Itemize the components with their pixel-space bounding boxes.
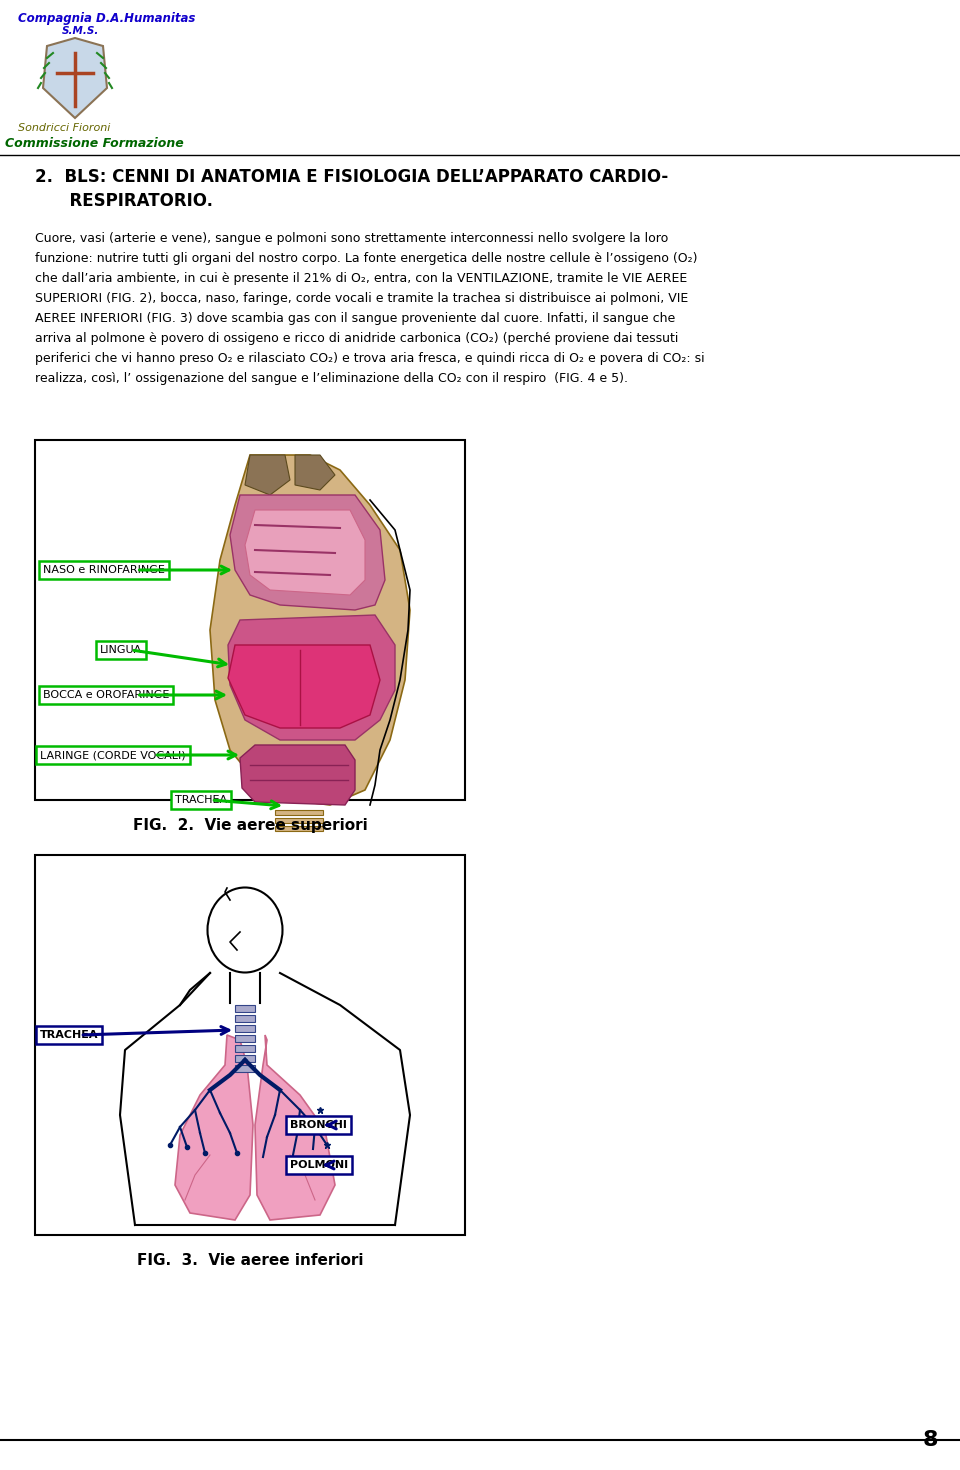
Text: S.M.S.: S.M.S. [62,26,100,35]
Text: 2.  BLS: CENNI DI ANATOMIA E FISIOLOGIA DELL’APPARATO CARDIO-: 2. BLS: CENNI DI ANATOMIA E FISIOLOGIA D… [35,168,668,187]
Polygon shape [245,510,365,595]
Polygon shape [230,495,385,610]
Text: LARINGE (CORDE VOCALI): LARINGE (CORDE VOCALI) [40,750,185,760]
Text: BOCCA e OROFARINGE: BOCCA e OROFARINGE [43,689,169,700]
Polygon shape [43,38,107,118]
Polygon shape [240,745,355,806]
Text: POLMONI: POLMONI [290,1160,348,1170]
Polygon shape [245,456,290,495]
Text: FIG.  2.  Vie aeree superiori: FIG. 2. Vie aeree superiori [132,817,368,833]
FancyBboxPatch shape [35,440,465,800]
FancyBboxPatch shape [235,1055,255,1061]
Polygon shape [255,1035,335,1220]
Text: che dall’aria ambiente, in cui è presente il 21% di O₂, entra, con la VENTILAZIO: che dall’aria ambiente, in cui è present… [35,272,687,285]
Text: RESPIRATORIO.: RESPIRATORIO. [35,193,213,210]
Ellipse shape [207,888,282,973]
Text: arriva al polmone è povero di ossigeno e ricco di anidride carbonica (CO₂) (perc: arriva al polmone è povero di ossigeno e… [35,332,679,345]
FancyBboxPatch shape [275,826,323,831]
Text: LINGUA: LINGUA [100,645,142,656]
Text: TRACHEA: TRACHEA [40,1030,99,1039]
FancyBboxPatch shape [275,817,323,823]
Text: SUPERIORI (FIG. 2), bocca, naso, faringe, corde vocali e tramite la trachea si d: SUPERIORI (FIG. 2), bocca, naso, faringe… [35,293,688,304]
FancyBboxPatch shape [235,1045,255,1053]
Text: BRONCHI: BRONCHI [290,1120,347,1130]
Polygon shape [175,1035,253,1220]
Text: realizza, così, l’ ossigenazione del sangue e l’eliminazione della CO₂ con il re: realizza, così, l’ ossigenazione del san… [35,372,628,385]
Text: Compagnia D.A.Humanitas: Compagnia D.A.Humanitas [18,12,196,25]
Text: AEREE INFERIORI (FIG. 3) dove scambia gas con il sangue proveniente dal cuore. I: AEREE INFERIORI (FIG. 3) dove scambia ga… [35,312,675,325]
FancyBboxPatch shape [235,1005,255,1011]
Text: Cuore, vasi (arterie e vene), sangue e polmoni sono strettamente interconnessi n: Cuore, vasi (arterie e vene), sangue e p… [35,232,668,245]
FancyBboxPatch shape [275,810,323,814]
Text: periferici che vi hanno preso O₂ e rilasciato CO₂) e trova aria fresca, e quindi: periferici che vi hanno preso O₂ e rilas… [35,351,705,365]
FancyBboxPatch shape [235,1014,255,1022]
Polygon shape [295,456,335,490]
FancyBboxPatch shape [235,1035,255,1042]
Polygon shape [210,456,410,806]
FancyBboxPatch shape [235,1064,255,1072]
Text: 8: 8 [923,1430,938,1449]
Text: NASO e RINOFARINGE: NASO e RINOFARINGE [43,564,165,575]
Text: FIG.  3.  Vie aeree inferiori: FIG. 3. Vie aeree inferiori [136,1252,363,1269]
Text: funzione: nutrire tutti gli organi del nostro corpo. La fonte energetica delle n: funzione: nutrire tutti gli organi del n… [35,251,698,265]
Polygon shape [228,645,380,728]
Polygon shape [228,614,395,739]
Text: TRACHEA: TRACHEA [175,795,228,806]
FancyBboxPatch shape [235,1025,255,1032]
FancyBboxPatch shape [35,856,465,1235]
Text: Commissione Formazione: Commissione Formazione [5,137,183,150]
Text: Sondricci Fioroni: Sondricci Fioroni [18,123,110,132]
